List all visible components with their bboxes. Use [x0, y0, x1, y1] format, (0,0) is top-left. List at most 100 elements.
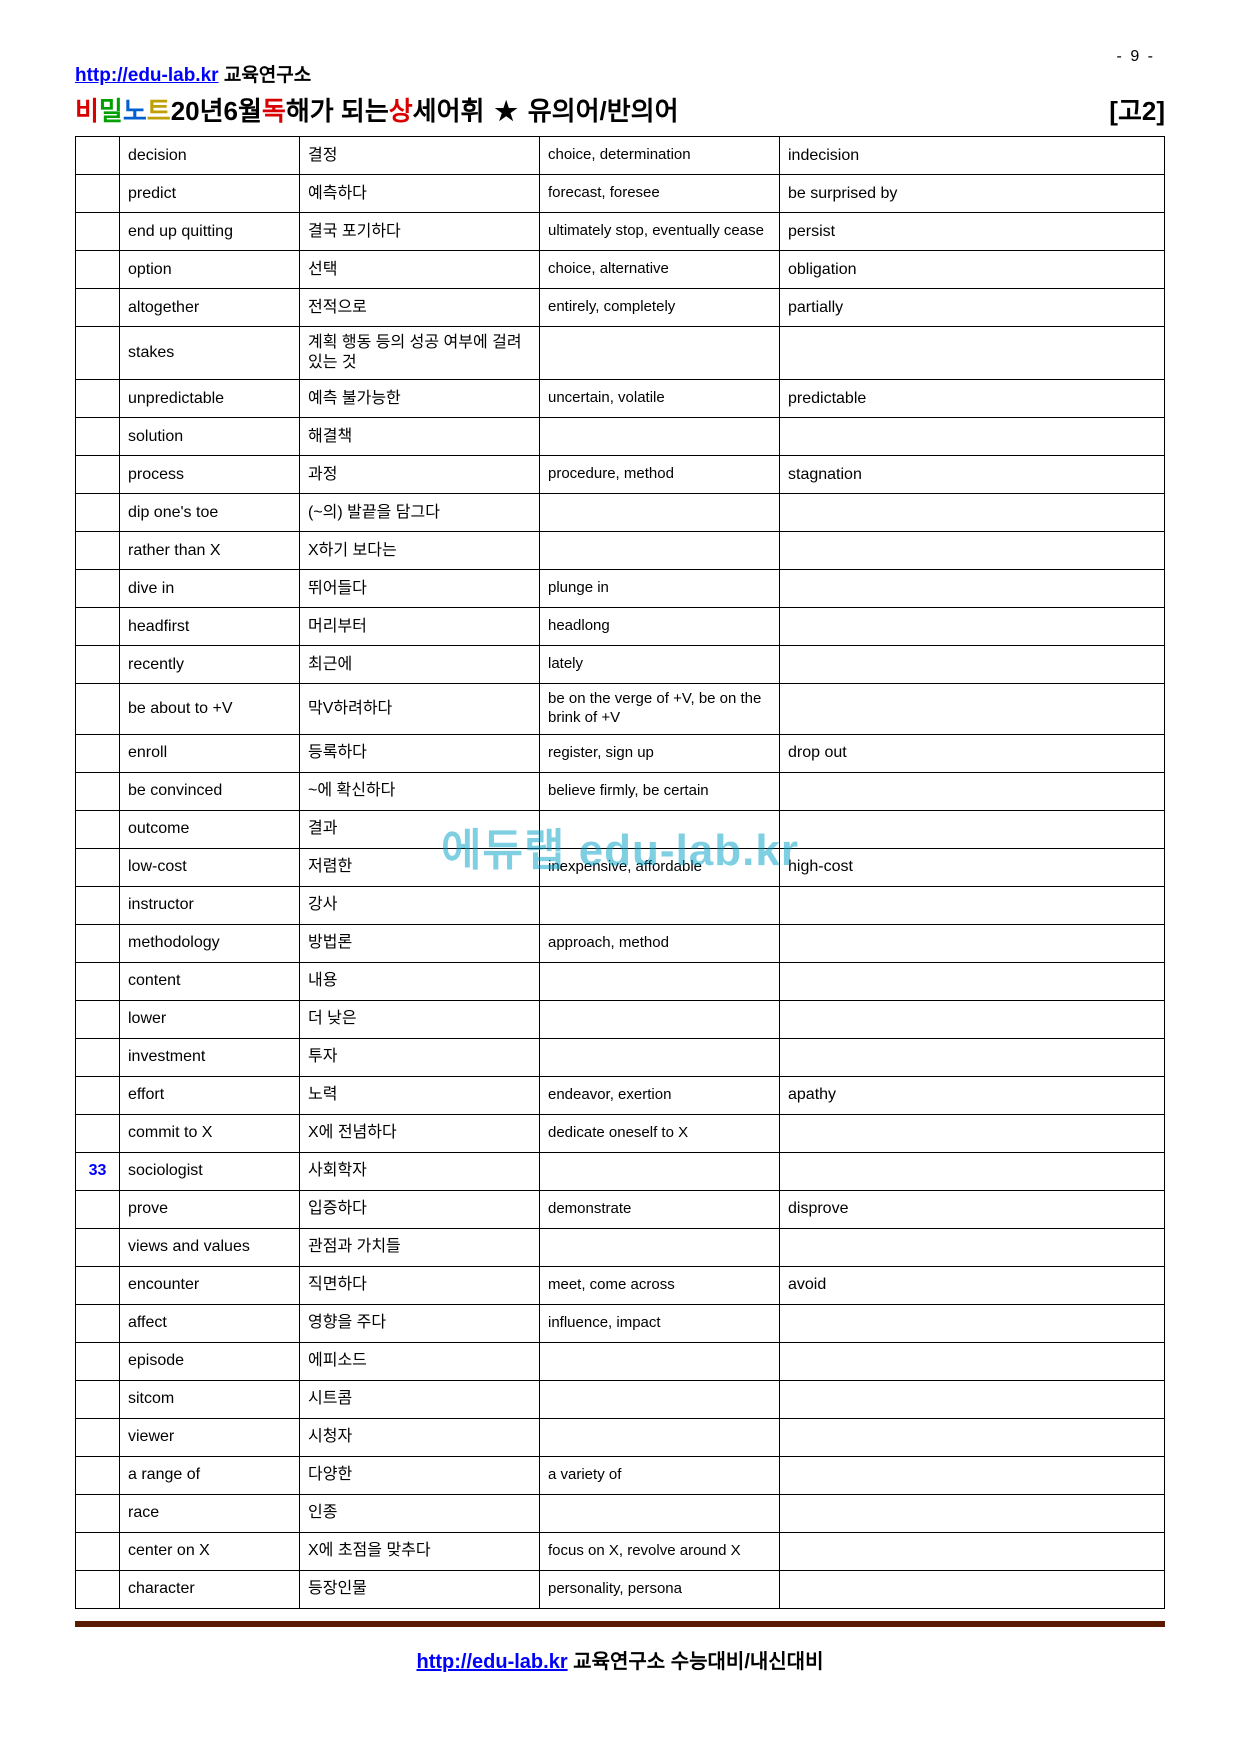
table-row: investment투자 — [76, 1038, 1165, 1076]
cell-ant — [780, 1228, 1165, 1266]
table-row: dive in뛰어들다plunge in — [76, 570, 1165, 608]
cell-eng: views and values — [120, 1228, 300, 1266]
cell-kor: 등록하다 — [300, 734, 540, 772]
logo-no: 노 — [123, 91, 147, 128]
cell-syn: forecast, foresee — [540, 175, 780, 213]
cell-eng: option — [120, 251, 300, 289]
cell-eng: dive in — [120, 570, 300, 608]
cell-ant — [780, 684, 1165, 735]
cell-eng: a range of — [120, 1456, 300, 1494]
cell-ant: indecision — [780, 137, 1165, 175]
cell-num — [76, 137, 120, 175]
cell-ant — [780, 1456, 1165, 1494]
cell-ant — [780, 570, 1165, 608]
cell-num — [76, 532, 120, 570]
table-row: rather than XX하기 보다는 — [76, 532, 1165, 570]
cell-kor: 에피소드 — [300, 1342, 540, 1380]
cell-eng: instructor — [120, 886, 300, 924]
cell-eng: be about to +V — [120, 684, 300, 735]
cell-eng: sociologist — [120, 1152, 300, 1190]
cell-kor: 예측하다 — [300, 175, 540, 213]
cell-eng: be convinced — [120, 772, 300, 810]
table-row: solution해결책 — [76, 418, 1165, 456]
cell-num — [76, 380, 120, 418]
table-row: end up quitting결국 포기하다ultimately stop, e… — [76, 213, 1165, 251]
cell-syn: be on the verge of +V, be on the brink o… — [540, 684, 780, 735]
cell-num — [76, 1380, 120, 1418]
cell-eng: enroll — [120, 734, 300, 772]
cell-syn — [540, 1342, 780, 1380]
cell-kor: 다양한 — [300, 1456, 540, 1494]
cell-num — [76, 1114, 120, 1152]
table-row: affect영향을 주다influence, impact — [76, 1304, 1165, 1342]
cell-ant — [780, 1380, 1165, 1418]
cell-kor: 투자 — [300, 1038, 540, 1076]
footer: http://edu-lab.kr 교육연구소 수능대비/내신대비 — [75, 1645, 1165, 1674]
cell-num — [76, 494, 120, 532]
cell-num — [76, 1532, 120, 1570]
cell-ant: apathy — [780, 1076, 1165, 1114]
cell-eng: commit to X — [120, 1114, 300, 1152]
cell-eng: character — [120, 1570, 300, 1608]
table-row: unpredictable예측 불가능한uncertain, volatilep… — [76, 380, 1165, 418]
cell-eng: stakes — [120, 327, 300, 380]
table-row: sitcom시트콤 — [76, 1380, 1165, 1418]
cell-num — [76, 848, 120, 886]
table-row: be about to +V막V하려하다 be on the verge of … — [76, 684, 1165, 735]
cell-ant — [780, 772, 1165, 810]
header-link-suffix: 교육연구소 — [219, 65, 312, 86]
cell-eng: recently — [120, 646, 300, 684]
cell-syn — [540, 1000, 780, 1038]
cell-ant: persist — [780, 213, 1165, 251]
table-row: altogether전적으로entirely, completelypartia… — [76, 289, 1165, 327]
cell-ant — [780, 418, 1165, 456]
table-row: decision결정choice, determinationindecisio… — [76, 137, 1165, 175]
table-row: process과정procedure, methodstagnation — [76, 456, 1165, 494]
title-year: 20년 — [171, 91, 224, 128]
table-row: dip one's toe(~의) 발끝을 담그다 — [76, 494, 1165, 532]
footer-link[interactable]: http://edu-lab.kr — [417, 1651, 568, 1673]
cell-syn — [540, 962, 780, 1000]
table-row: predict예측하다forecast, foreseebe surprised… — [76, 175, 1165, 213]
cell-ant: disprove — [780, 1190, 1165, 1228]
cell-ant — [780, 810, 1165, 848]
cell-syn: believe firmly, be certain — [540, 772, 780, 810]
table-row: center on XX에 초점을 맞추다focus on X, revolve… — [76, 1532, 1165, 1570]
title-tail: 유의어/반의어 — [528, 91, 679, 128]
cell-kor: 시트콤 — [300, 1380, 540, 1418]
cell-kor: 전적으로 — [300, 289, 540, 327]
cell-eng: center on X — [120, 1532, 300, 1570]
cell-num — [76, 772, 120, 810]
cell-ant — [780, 962, 1165, 1000]
cell-eng: headfirst — [120, 608, 300, 646]
table-row: 33sociologist사회학자 — [76, 1152, 1165, 1190]
cell-kor: 뛰어들다 — [300, 570, 540, 608]
cell-kor: 계획 행동 등의 성공 여부에 걸려 있는 것 — [300, 327, 540, 380]
cell-eng: encounter — [120, 1266, 300, 1304]
table-row: methodology방법론approach, method — [76, 924, 1165, 962]
cell-num — [76, 646, 120, 684]
cell-ant — [780, 1038, 1165, 1076]
table-row: enroll등록하다register, sign updrop out — [76, 734, 1165, 772]
cell-syn: headlong — [540, 608, 780, 646]
cell-ant — [780, 1152, 1165, 1190]
cell-syn: ultimately stop, eventually cease — [540, 213, 780, 251]
cell-eng: low-cost — [120, 848, 300, 886]
cell-ant — [780, 327, 1165, 380]
title-level: [고2] — [1109, 91, 1165, 128]
cell-kor: 관점과 가치들 — [300, 1228, 540, 1266]
table-row: option선택choice, alternativeobligation — [76, 251, 1165, 289]
cell-ant — [780, 886, 1165, 924]
cell-eng: end up quitting — [120, 213, 300, 251]
title-star-icon: ★ — [494, 96, 517, 127]
header-link[interactable]: http://edu-lab.kr — [75, 65, 219, 86]
cell-syn: personality, persona — [540, 1570, 780, 1608]
cell-syn — [540, 532, 780, 570]
cell-kor: 예측 불가능한 — [300, 380, 540, 418]
cell-ant: drop out — [780, 734, 1165, 772]
cell-syn: entirely, completely — [540, 289, 780, 327]
cell-eng: investment — [120, 1038, 300, 1076]
cell-num — [76, 175, 120, 213]
cell-syn: uncertain, volatile — [540, 380, 780, 418]
cell-num — [76, 1228, 120, 1266]
